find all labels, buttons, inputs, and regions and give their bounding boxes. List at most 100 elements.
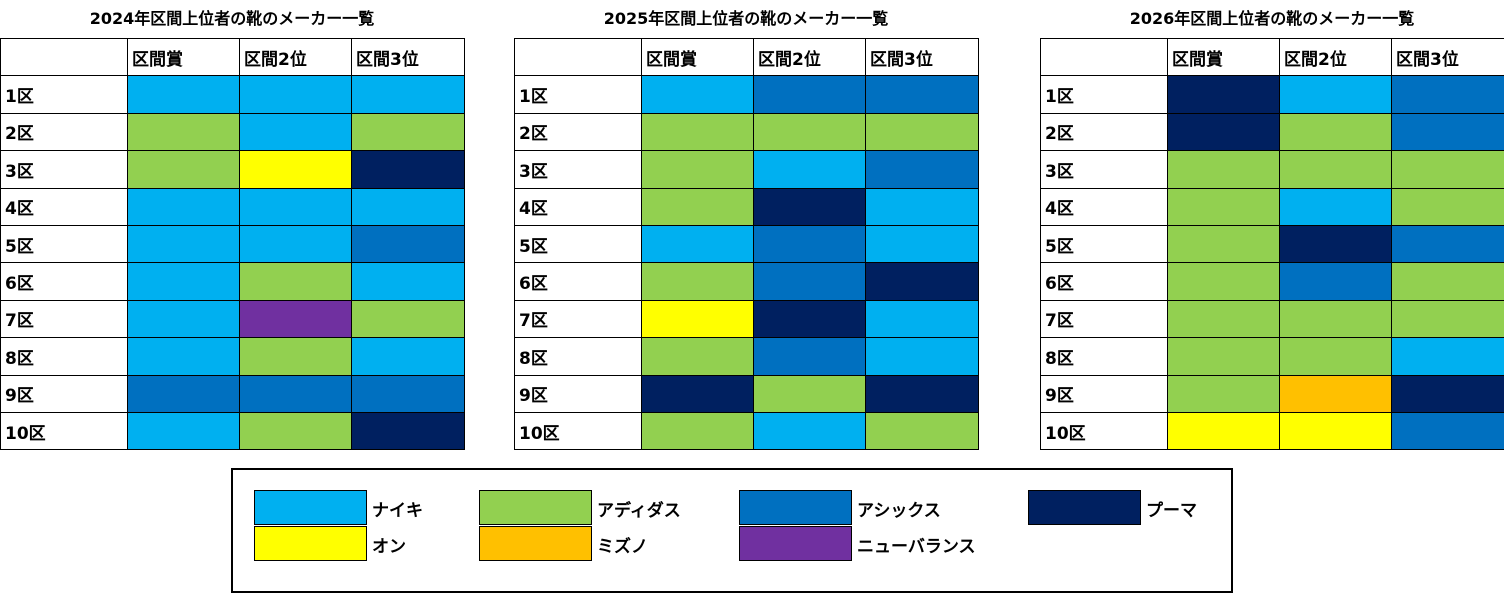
header-cell [1040,38,1168,77]
brand-cell [1279,150,1392,189]
brand-cell [1167,75,1280,114]
brand-cell [239,75,352,114]
brand-cell [1279,187,1392,226]
header-cell: 区間賞 [127,38,240,77]
brand-cell [351,299,465,339]
row-label: 1区 [514,75,642,114]
brand-cell [239,299,352,339]
brand-cell [753,187,866,226]
brand-cell [641,374,754,413]
brand-cell [753,262,866,301]
table-title: 2024年区間上位者の靴のメーカー一覧 [89,9,375,28]
brand-cell [1167,262,1280,301]
row-label: 9区 [514,374,642,413]
brand-cell [1167,112,1280,152]
brand-cell [127,337,240,376]
brand-cell [1391,262,1504,301]
brand-cell [865,374,979,413]
legend-swatch [254,526,367,561]
brand-cell [865,75,979,114]
brand-cell [351,187,465,226]
row-label: 8区 [514,337,642,376]
row-label: 6区 [514,262,642,301]
brand-cell [1279,112,1392,152]
row-label: 10区 [0,412,128,451]
header-cell [514,38,642,77]
brand-cell [865,299,979,339]
legend-label: オン [372,537,406,557]
brand-cell [641,112,754,152]
brand-cell [239,187,352,226]
legend-label: ミズノ [597,537,648,557]
legend-label: ナイキ [372,501,423,521]
brand-cell [1279,75,1392,114]
legend-label: アディダス [597,501,681,521]
row-label: 2区 [0,112,128,152]
legend-label: プーマ [1146,501,1197,521]
brand-cell [753,75,866,114]
legend-swatch [739,526,852,561]
brand-cell [1167,150,1280,189]
brand-cell [351,112,465,152]
brand-cell [1279,299,1392,339]
row-label: 1区 [0,75,128,114]
brand-cell [1391,150,1504,189]
brand-cell [753,337,866,376]
row-label: 3区 [514,150,642,189]
brand-cell [127,225,240,264]
brand-cell [127,374,240,413]
brand-cell [753,299,866,339]
header-cell: 区間2位 [753,38,866,77]
header-cell: 区間2位 [1279,38,1392,77]
brand-cell [127,262,240,301]
brand-cell [641,150,754,189]
brand-cell [865,112,979,152]
row-label: 1区 [1040,75,1168,114]
brand-cell [351,337,465,376]
brand-cell [641,412,754,451]
brand-cell [351,412,465,451]
row-label: 4区 [0,187,128,226]
brand-cell [865,150,979,189]
brand-cell [351,262,465,301]
brand-cell [239,112,352,152]
brand-cell [1391,374,1504,413]
brand-cell [1279,262,1392,301]
brand-cell [641,262,754,301]
brand-cell [1391,337,1504,376]
row-label: 3区 [1040,150,1168,189]
brand-cell [1391,187,1504,226]
brand-cell [1391,225,1504,264]
brand-cell [127,412,240,451]
table-title: 2026年区間上位者の靴のメーカー一覧 [1129,9,1415,28]
row-label: 8区 [1040,337,1168,376]
brand-cell [351,150,465,189]
header-cell: 区間3位 [865,38,979,77]
brand-cell [351,75,465,114]
row-label: 2区 [514,112,642,152]
brand-cell [239,337,352,376]
brand-cell [865,412,979,451]
brand-cell [641,299,754,339]
legend-swatch [479,490,592,525]
brand-cell [1167,299,1280,339]
brand-cell [239,225,352,264]
brand-cell [753,225,866,264]
brand-cell [1279,337,1392,376]
header-cell: 区間賞 [641,38,754,77]
brand-cell [1167,374,1280,413]
row-label: 5区 [514,225,642,264]
header-cell: 区間3位 [351,38,465,77]
legend-swatch [479,526,592,561]
brand-cell [865,187,979,226]
row-label: 10区 [514,412,642,451]
brand-cell [127,187,240,226]
brand-cell [1279,225,1392,264]
row-label: 5区 [1040,225,1168,264]
brand-cell [641,75,754,114]
brand-cell [1391,299,1504,339]
header-cell: 区間2位 [239,38,352,77]
row-label: 3区 [0,150,128,189]
brand-cell [1279,374,1392,413]
